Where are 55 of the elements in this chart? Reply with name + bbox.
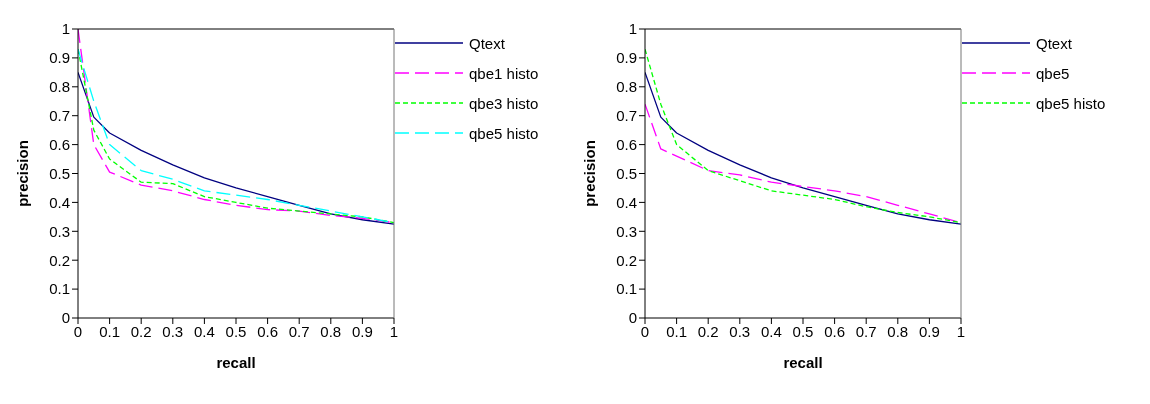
x-tick-label: 0.4 (760, 322, 782, 340)
legend-label: Qtext (469, 34, 505, 52)
x-tick-label: 0.1 (99, 322, 121, 340)
legend-label: Qtext (1036, 34, 1072, 52)
y-tick-label: 0.2 (616, 251, 637, 269)
x-tick-label: 0 (640, 322, 650, 340)
legend-label: qbe5 histo (1036, 94, 1106, 112)
x-tick-label: 0.3 (729, 322, 751, 340)
y-tick-label: 0.8 (616, 78, 637, 96)
y-tick-label: 0.9 (616, 49, 637, 67)
x-tick-label: 0.2 (130, 322, 152, 340)
y-tick-label: 1 (61, 20, 70, 38)
y-tick-label: 0.5 (49, 164, 70, 182)
y-tick-label: 0.2 (49, 251, 70, 269)
y-tick-label: 0 (61, 309, 70, 327)
x-axis-title: recall (783, 354, 823, 371)
y-tick-label: 0.6 (49, 135, 70, 153)
y-axis-title: precision (14, 140, 32, 207)
y-tick-label: 0.8 (49, 78, 70, 96)
y-tick-label: 0.5 (616, 164, 637, 182)
x-tick-label: 0.8 (887, 322, 909, 340)
y-tick-label: 0.4 (616, 193, 637, 211)
x-tick-label: 0 (73, 322, 83, 340)
y-tick-label: 0.6 (616, 135, 637, 153)
y-tick-label: 0.3 (49, 222, 70, 240)
y-tick-label: 0.7 (616, 107, 637, 125)
y-tick-label: 0.4 (49, 193, 70, 211)
x-tick-label: 0.9 (351, 322, 373, 340)
x-tick-label: 1 (956, 322, 966, 340)
legend-label: qbe1 histo (469, 64, 539, 82)
legend-label: qbe5 (1036, 64, 1070, 82)
x-tick-label: 0.4 (193, 322, 215, 340)
y-tick-label: 0.1 (49, 280, 70, 298)
x-tick-label: 0.9 (918, 322, 940, 340)
y-tick-label: 1 (628, 20, 637, 38)
x-tick-label: 0.2 (697, 322, 719, 340)
x-tick-label: 0.7 (288, 322, 310, 340)
x-tick-label: 0.3 (162, 322, 184, 340)
y-axis-title: precision (581, 140, 599, 207)
x-tick-label: 0.5 (225, 322, 247, 340)
x-axis-title: recall (216, 354, 256, 371)
x-tick-label: 0.6 (257, 322, 279, 340)
x-tick-label: 1 (389, 322, 399, 340)
x-tick-label: 0.7 (855, 322, 877, 340)
legend-label: qbe3 histo (469, 94, 539, 112)
x-tick-label: 0.1 (666, 322, 688, 340)
y-tick-label: 0.3 (616, 222, 637, 240)
y-tick-label: 0 (628, 309, 637, 327)
x-tick-label: 0.6 (824, 322, 846, 340)
y-tick-label: 0.9 (49, 49, 70, 67)
y-tick-label: 0.7 (49, 107, 70, 125)
x-tick-label: 0.8 (320, 322, 342, 340)
y-tick-label: 0.1 (616, 280, 637, 298)
x-tick-label: 0.5 (792, 322, 814, 340)
legend-label: qbe5 histo (469, 124, 539, 142)
